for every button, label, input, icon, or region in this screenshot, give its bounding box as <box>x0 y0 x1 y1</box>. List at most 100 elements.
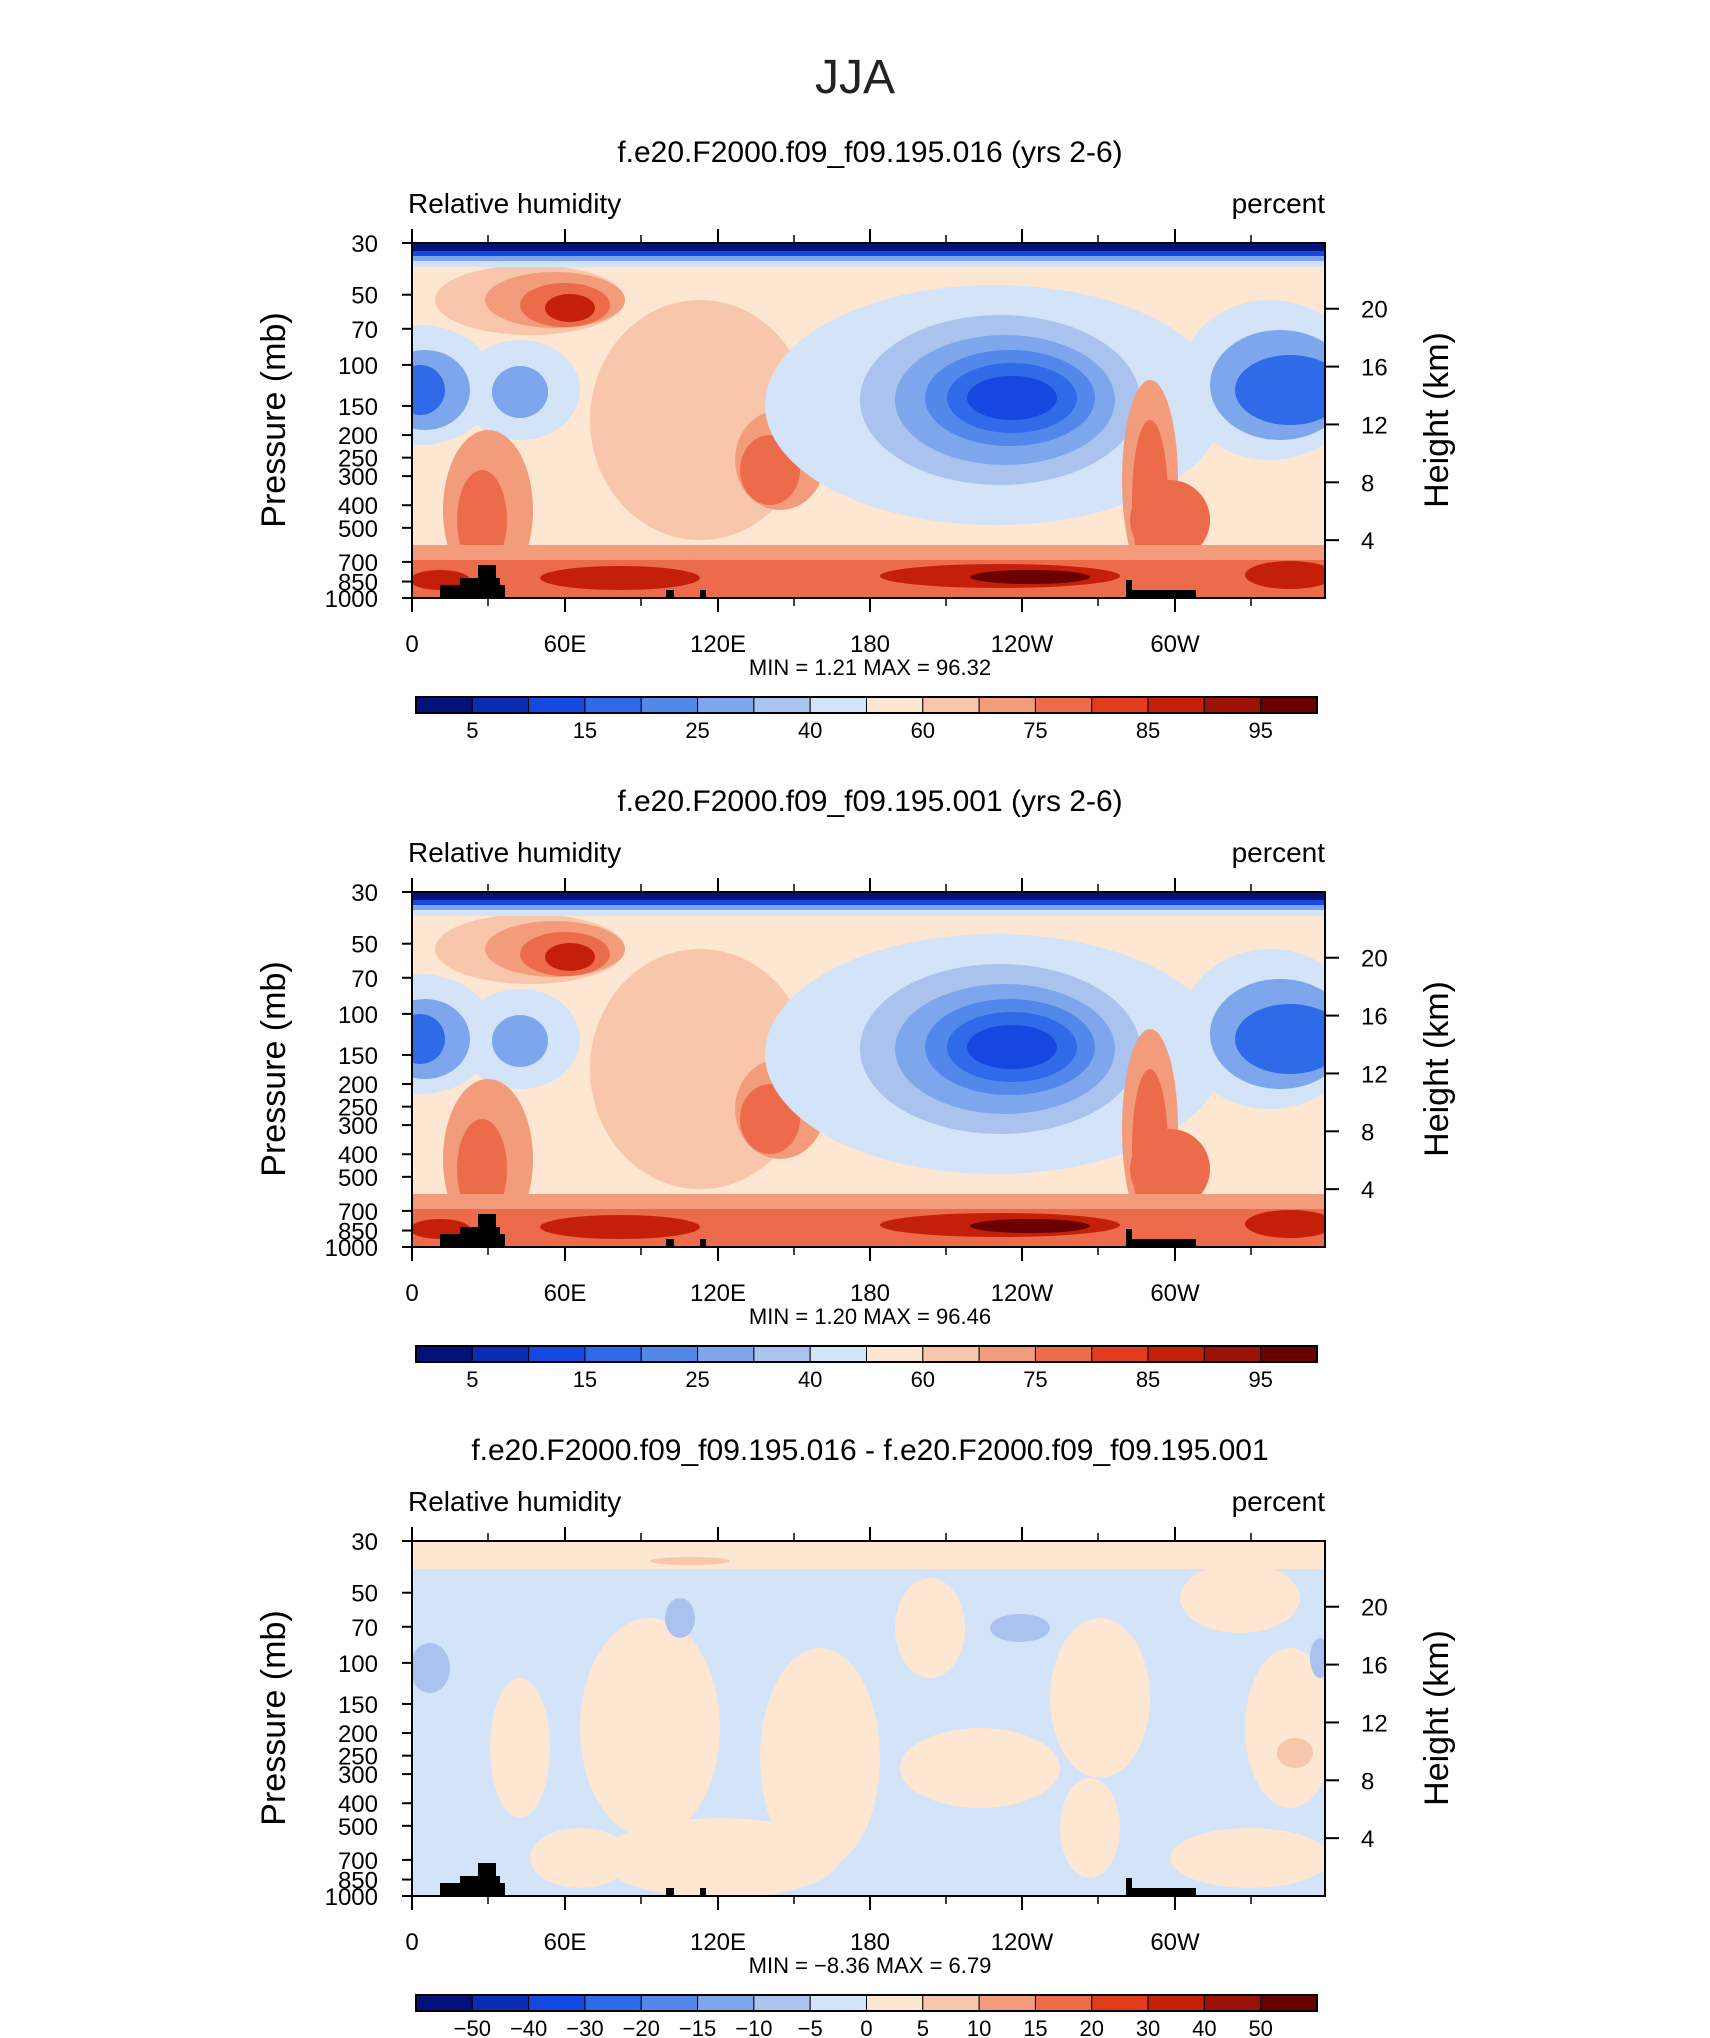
contour-region <box>1130 480 1210 560</box>
colorbar-label: 95 <box>1248 718 1272 743</box>
contour-region <box>970 1219 1090 1233</box>
y-tick-label: 30 <box>351 880 378 907</box>
colorbar-label: 50 <box>1248 2016 1272 2038</box>
colorbar-label: 30 <box>1136 2016 1160 2038</box>
contour-region <box>650 1557 730 1565</box>
x-tick-label: 120W <box>991 631 1054 658</box>
contour-region <box>1050 1618 1150 1778</box>
topography-mask <box>666 1888 674 1896</box>
y-tick-label: 150 <box>338 1043 378 1070</box>
colorbar-segment <box>978 1994 1036 2012</box>
y2-tick-label: 4 <box>1361 1826 1374 1853</box>
contour-region <box>1235 355 1325 425</box>
panel-title: f.e20.F2000.f09_f09.195.016 (yrs 2-6) <box>617 136 1122 169</box>
colorbar-segment <box>922 1345 980 1363</box>
colorbar-label: 75 <box>1023 1367 1047 1392</box>
contour-region <box>412 365 445 415</box>
figure-title: JJA <box>815 51 895 104</box>
y-tick-label: 150 <box>338 1692 378 1719</box>
min-max-stats: MIN = 1.21 MAX = 96.32 <box>749 655 991 680</box>
contour-region <box>967 376 1057 420</box>
colorbar-segment <box>528 1345 586 1363</box>
contour-region <box>665 1598 695 1638</box>
variable-label: Relative humidity <box>408 1486 621 1517</box>
colorbar-segment <box>584 1345 642 1363</box>
topography-mask <box>1128 1888 1196 1896</box>
colorbar-label: 0 <box>860 2016 872 2038</box>
panel-2: f.e20.F2000.f09_f09.195.001 (yrs 2-6) Rel… <box>255 785 1456 1392</box>
y-tick-label: 850 <box>338 570 378 597</box>
y-tick-label: 250 <box>338 446 378 473</box>
y2-tick-label: 20 <box>1361 1595 1388 1622</box>
contour-region <box>412 892 1325 900</box>
contour-region <box>490 1678 550 1818</box>
contour-region <box>1245 1210 1325 1238</box>
colorbar-label: 15 <box>1023 2016 1047 2038</box>
y-tick-label: 500 <box>338 516 378 543</box>
colorbar-segment <box>809 1345 867 1363</box>
y-tick-label: 400 <box>338 493 378 520</box>
colorbar-segment <box>528 1994 586 2012</box>
y2-tick-label: 20 <box>1361 946 1388 973</box>
contour-region <box>412 1014 445 1064</box>
colorbar-segment <box>640 1994 699 2012</box>
x-tick-label: 120E <box>690 1280 746 1307</box>
min-max-stats: MIN = −8.36 MAX = 6.79 <box>749 1953 992 1978</box>
colorbar-label: 5 <box>466 718 478 743</box>
colorbar-segment <box>528 696 586 714</box>
contour-region <box>967 1025 1057 1069</box>
y-tick-label: 500 <box>338 1165 378 1192</box>
contour-region <box>580 1618 720 1838</box>
y-tick-label: 200 <box>338 423 378 450</box>
contour-region <box>412 256 1325 261</box>
colorbar-label: −5 <box>798 2016 823 2038</box>
colorbar-segment <box>415 1345 473 1363</box>
colorbar-label: −50 <box>454 2016 491 2038</box>
y2-tick-label: 4 <box>1361 528 1374 555</box>
y-tick-label: 100 <box>338 1651 378 1678</box>
colorbar-segment <box>1147 1345 1205 1363</box>
y2-axis-title: Height (km) <box>1418 332 1456 508</box>
colorbar-segment <box>1260 1345 1318 1363</box>
contour-region <box>540 566 700 590</box>
panel-title: f.e20.F2000.f09_f09.195.016 - f.e20.F200… <box>471 1434 1268 1467</box>
contour-region <box>545 294 595 322</box>
x-tick-label: 60E <box>544 1280 587 1307</box>
contour-region <box>492 1015 548 1067</box>
contour-region <box>1235 1004 1325 1074</box>
colorbar-label: −15 <box>679 2016 716 2038</box>
x-tick-label: 120W <box>991 1929 1054 1956</box>
units-label: percent <box>1232 837 1326 868</box>
panel-1: f.e20.F2000.f09_f09.195.016 (yrs 2-6) Rel… <box>255 136 1456 743</box>
colorbar-label: 40 <box>798 1367 822 1392</box>
contour-region <box>900 1728 1060 1808</box>
x-tick-label: 0 <box>405 1929 418 1956</box>
contour-region <box>412 251 1325 256</box>
colorbar-label: 75 <box>1023 718 1047 743</box>
colorbar-label: 20 <box>1080 2016 1104 2038</box>
y-tick-label: 850 <box>338 1868 378 1895</box>
topography-mask <box>700 1239 706 1247</box>
y-tick-label: 200 <box>338 1072 378 1099</box>
contour-region <box>412 1219 470 1239</box>
x-tick-label: 120E <box>690 631 746 658</box>
topography-mask <box>666 1239 674 1247</box>
contour-region <box>1277 1738 1313 1768</box>
x-tick-label: 0 <box>405 1280 418 1307</box>
x-tick-label: 60W <box>1150 631 1200 658</box>
colorbar-segment <box>753 1994 811 2012</box>
contour-region <box>412 900 1325 905</box>
y2-tick-label: 12 <box>1361 1061 1388 1088</box>
colorbar-label: 85 <box>1136 718 1160 743</box>
topography-mask <box>478 1863 496 1896</box>
x-tick-label: 0 <box>405 631 418 658</box>
y-tick-label: 300 <box>338 1762 378 1789</box>
y2-tick-label: 8 <box>1361 470 1374 497</box>
contour-region <box>412 910 1325 916</box>
x-tick-label: 180 <box>850 1280 890 1307</box>
colorbar-segment <box>1034 696 1093 714</box>
contour-region <box>1170 1828 1325 1888</box>
y-tick-label: 1000 <box>325 1235 378 1262</box>
topography-mask <box>1126 1878 1132 1896</box>
y2-tick-label: 16 <box>1361 1004 1388 1031</box>
